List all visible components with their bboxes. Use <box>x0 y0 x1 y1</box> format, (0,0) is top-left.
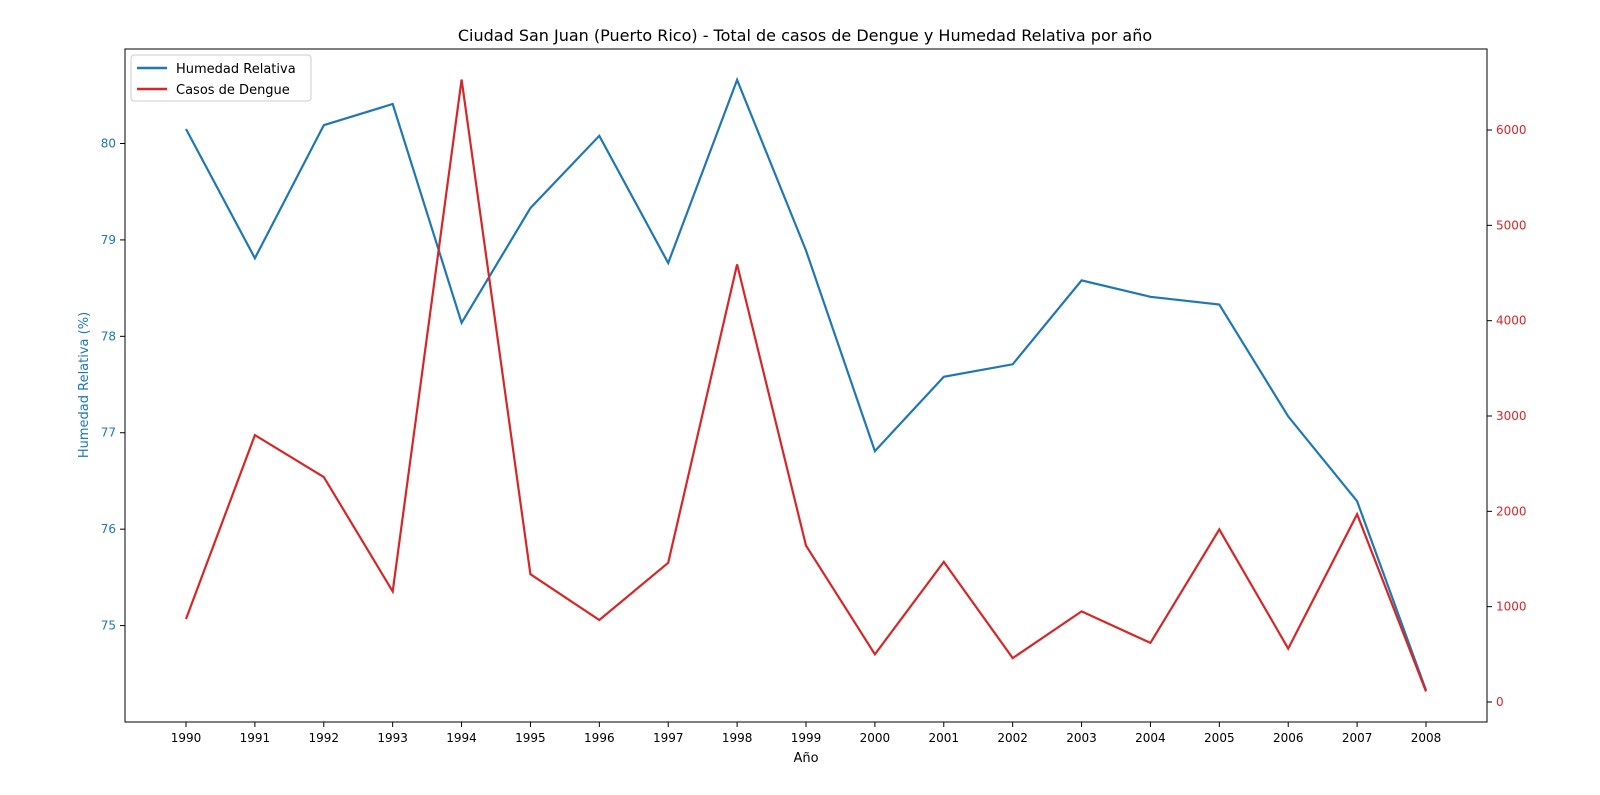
legend-label-humedad: Humedad Relativa <box>176 62 296 77</box>
x-tick-label: 1997 <box>653 731 684 745</box>
series-line-dengue <box>184 79 1428 692</box>
left-tick-label: 76 <box>101 522 116 536</box>
x-tick-label: 2006 <box>1273 731 1304 745</box>
x-tick-label: 1994 <box>446 731 477 745</box>
left-axis-ticks: 75 76 77 78 79 80 <box>101 136 125 633</box>
x-tick-label: 1999 <box>791 731 822 745</box>
x-axis-ticks: 1990 1991 1992 1993 1994 1995 1996 1997 1998 1999… <box>171 722 1442 745</box>
right-tick-label: 5000 <box>1496 218 1527 232</box>
right-tick-label: 0 <box>1496 695 1504 709</box>
x-tick-label: 2004 <box>1135 731 1166 745</box>
x-tick-label: 2007 <box>1342 731 1373 745</box>
x-tick-label: 2003 <box>1066 731 1097 745</box>
x-axis-label: Año <box>793 751 818 766</box>
plot-frame <box>124 48 1488 723</box>
x-tick-label: 1995 <box>515 731 546 745</box>
left-tick-label: 78 <box>101 329 116 343</box>
right-axis-ticks: 0 1000 2000 3000 4000 5000 6000 <box>1487 123 1527 709</box>
legend-box <box>130 54 312 102</box>
x-tick-label: 1993 <box>377 731 408 745</box>
x-tick-label: 1998 <box>722 731 753 745</box>
right-tick-label: 2000 <box>1496 504 1527 518</box>
x-tick-label: 2005 <box>1204 731 1235 745</box>
left-tick-label: 79 <box>101 233 116 247</box>
series-lines <box>184 76 1428 692</box>
x-tick-label: 2001 <box>929 731 960 745</box>
x-tick-label: 2008 <box>1411 731 1442 745</box>
series-line-humedad <box>185 76 1428 691</box>
left-tick-label: 80 <box>101 136 116 150</box>
y-axis-left-label: Humedad Relativa (%) <box>77 312 92 458</box>
left-tick-label: 75 <box>101 619 116 633</box>
right-tick-label: 1000 <box>1496 600 1527 614</box>
legend: Humedad Relativa Casos de Dengue <box>130 54 312 102</box>
x-tick-label: 1996 <box>584 731 615 745</box>
right-tick-label: 3000 <box>1496 409 1527 423</box>
x-tick-label: 1991 <box>240 731 271 745</box>
right-tick-label: 6000 <box>1496 123 1527 137</box>
x-tick-label: 2002 <box>997 731 1028 745</box>
chart-title: Ciudad San Juan (Puerto Rico) - Total de… <box>458 26 1152 45</box>
x-tick-label: 1990 <box>171 731 202 745</box>
right-tick-label: 4000 <box>1496 314 1527 328</box>
left-tick-label: 77 <box>101 426 116 440</box>
x-tick-label: 2000 <box>860 731 891 745</box>
x-tick-label: 1992 <box>309 731 340 745</box>
legend-label-dengue: Casos de Dengue <box>176 83 290 98</box>
